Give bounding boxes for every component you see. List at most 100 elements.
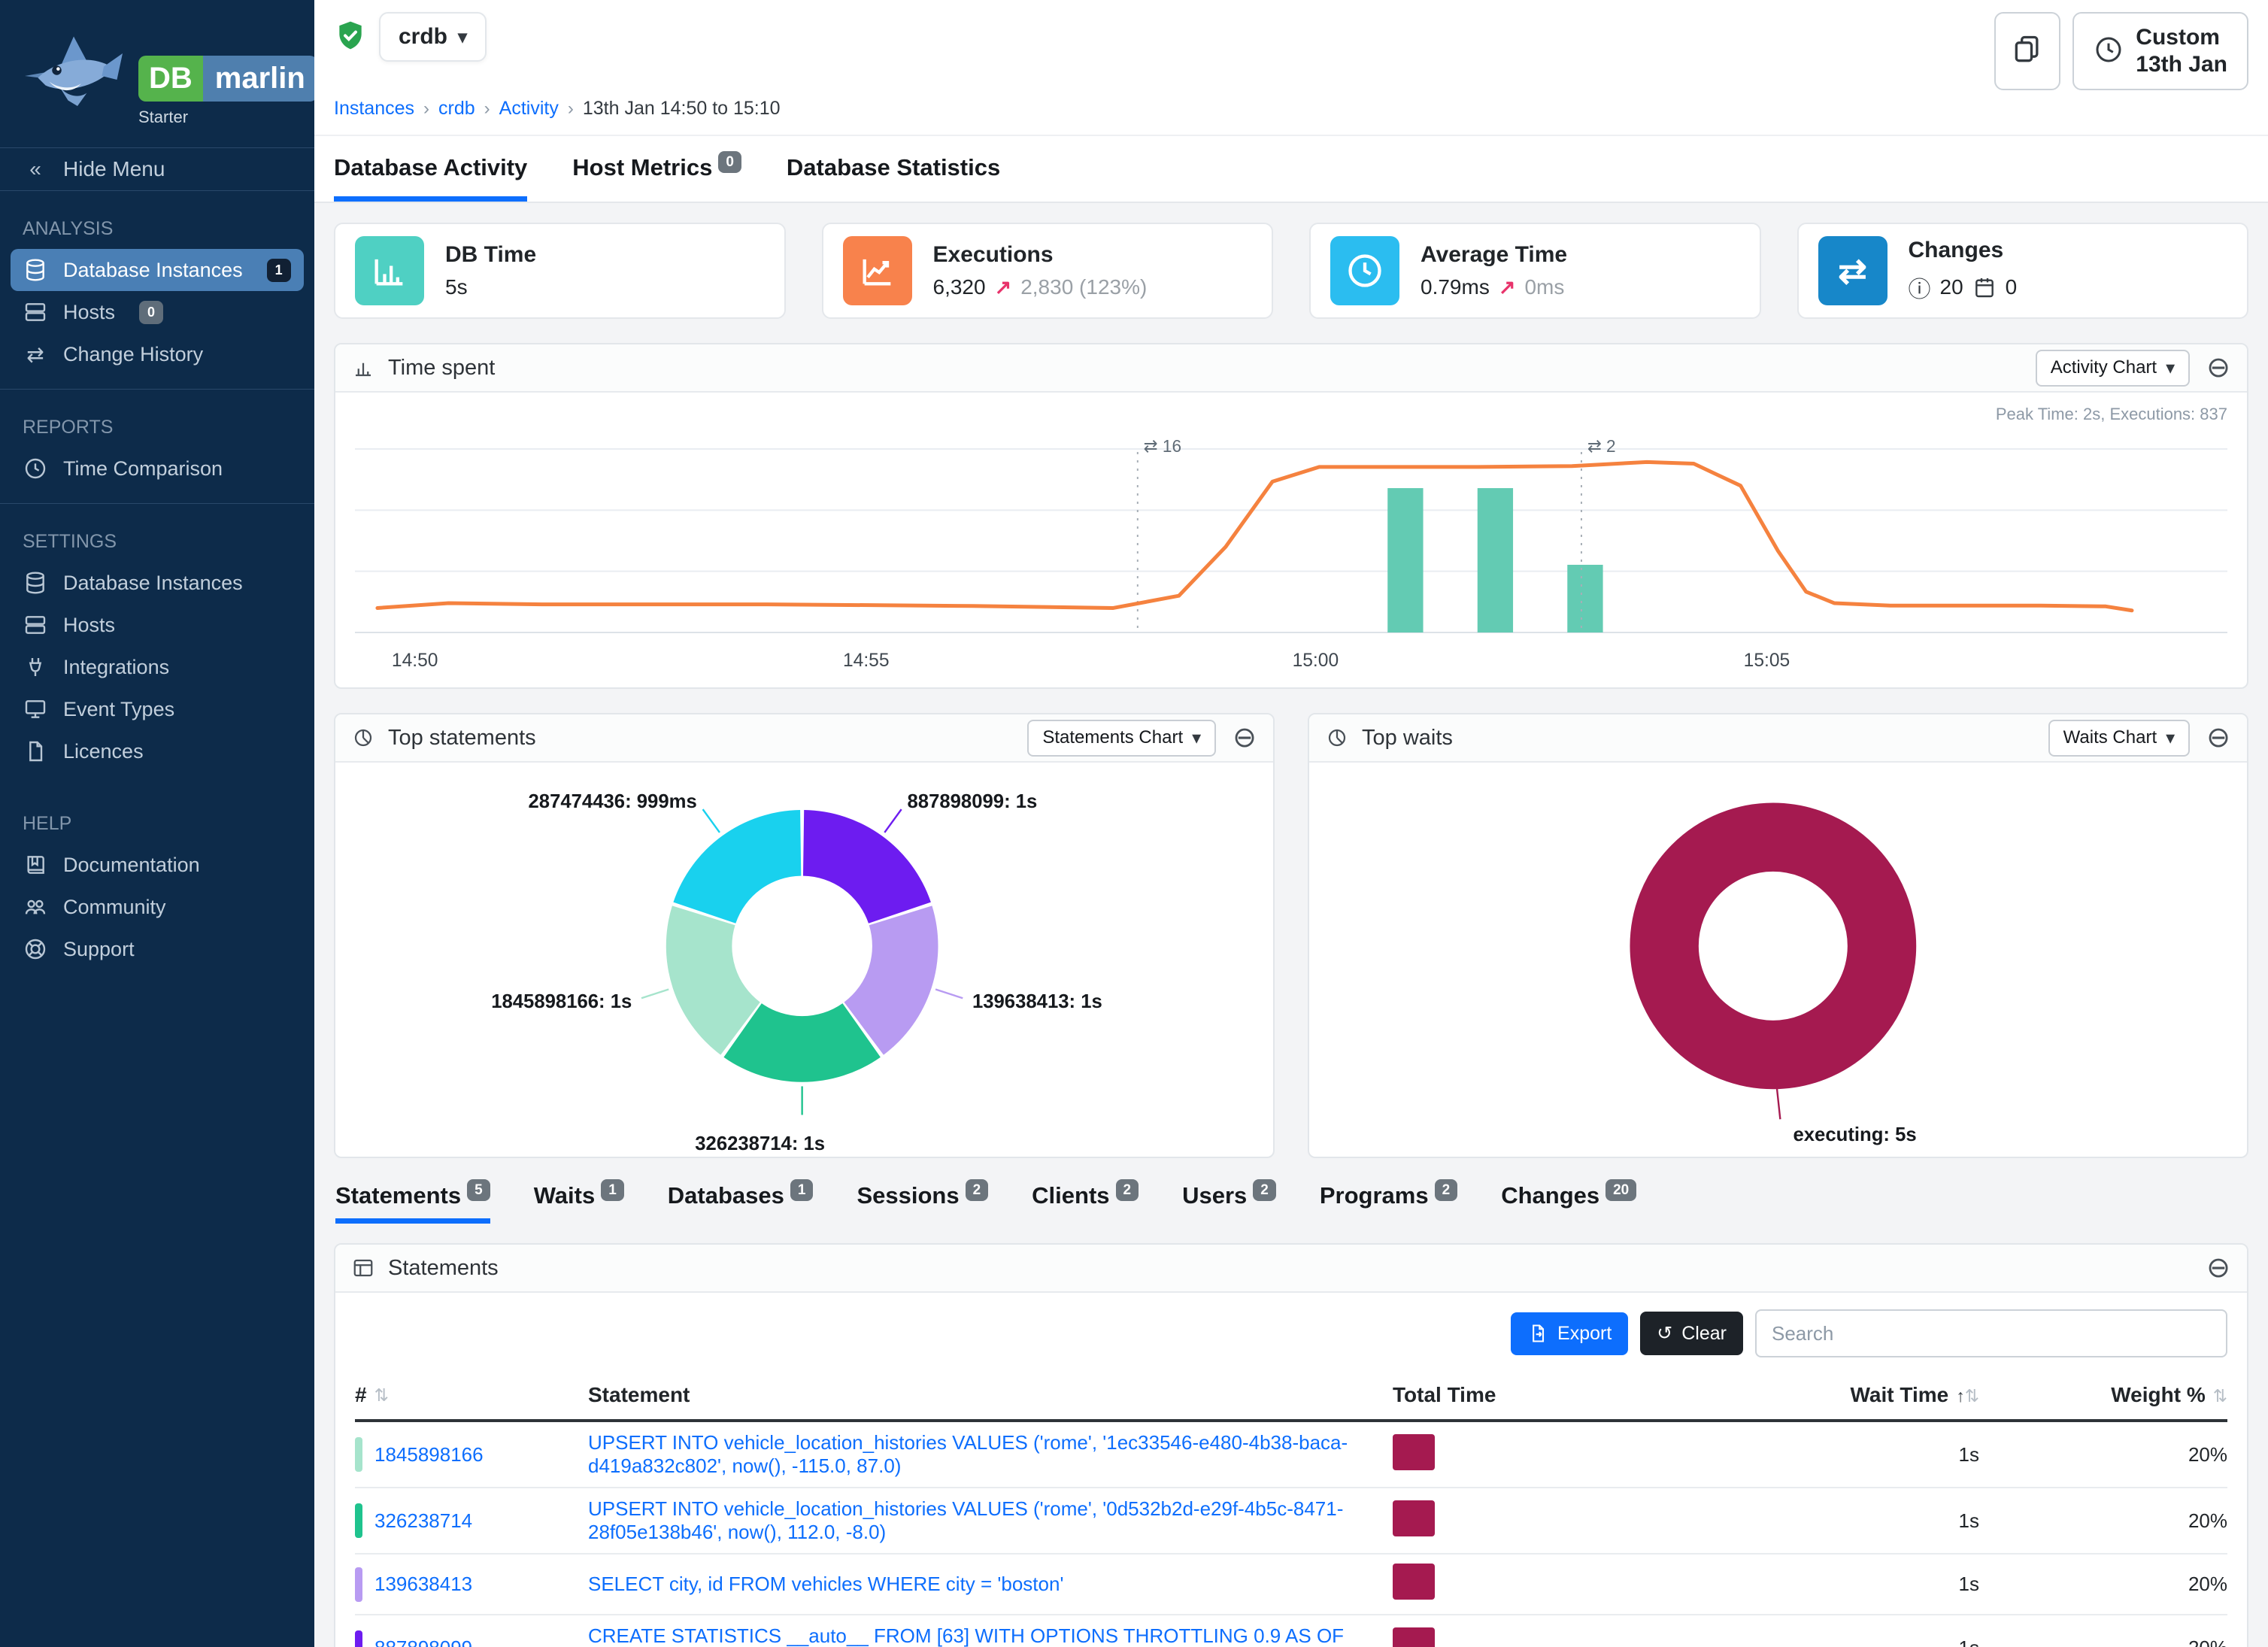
table-header-row: # ⇅ Statement Total Time Wait Time ↑⇅ Weig… [355,1368,2227,1422]
wait-time-value: 1s [1958,1573,1979,1595]
statement-id-link[interactable]: 1845898166 [374,1442,484,1466]
divider [0,503,314,504]
sidebar-item-change-history[interactable]: ⇄ Change History [0,333,314,375]
sort-icon: ⇅ [2212,1386,2227,1406]
total-time-bar [1393,1500,1435,1536]
chevron-right-icon: › [423,98,430,119]
sidebar-item-time-comparison[interactable]: Time Comparison [0,447,314,490]
top-waits-donut[interactable]: executing: 5s [1314,766,2242,1152]
total-time-bar [1393,1627,1435,1647]
sidebar-item-support[interactable]: Support [0,928,314,970]
sidebar-item-community[interactable]: Community [0,886,314,928]
line-chart-icon [842,236,912,305]
count-badge: 20 [1605,1179,1637,1201]
tab-host-metrics[interactable]: Host Metrics 0 [572,151,741,202]
exchange-icon: ⇄ [26,342,44,366]
statement-id-link[interactable]: 326238714 [374,1509,473,1532]
monitor-icon [23,697,48,721]
collapse-panel-icon[interactable]: ⊖ [1233,722,1257,754]
sort-icon[interactable]: ⇅ [374,1385,389,1405]
section-help: HELP [23,813,72,834]
tab-database-activity[interactable]: Database Activity [334,154,528,202]
life-ring-icon [23,937,48,961]
brand-badge: DB marlin [138,56,317,102]
statement-id-link[interactable]: 887898099 [374,1636,472,1647]
time-spent-chart[interactable]: ⇄ 16 ⇄ 2 14:50 14:55 15:00 15:05 [355,424,2227,680]
col-statement[interactable]: Statement [588,1383,690,1406]
sidebar-item-hosts[interactable]: Hosts 0 [0,291,314,333]
tab-clients[interactable]: Clients 2 [1032,1179,1139,1224]
breadcrumb: Instances › crdb › Activity › 13th Jan 1… [314,90,2268,135]
hide-menu-button[interactable]: « Hide Menu [0,148,314,190]
weight-value: 20% [2188,1509,2227,1532]
sidebar-item-database-instances[interactable]: Database Instances 1 [11,249,304,291]
collapse-panel-icon[interactable]: ⊖ [2206,722,2230,754]
count-badge: 1 [601,1179,624,1201]
sidebar-item-event-types[interactable]: Event Types [0,688,314,730]
table-row: 139638413 SELECT city, id FROM vehicles … [355,1554,2227,1615]
db-time-value: 5s [445,275,468,299]
top-statements-donut[interactable]: 887898099: 1s 139638413: 1s 326238714: 1s 1… [340,766,1269,1152]
copy-link-button[interactable] [1994,12,2061,90]
statement-link[interactable]: UPSERT INTO vehicle_location_histories V… [588,1497,1344,1543]
tab-database-statistics[interactable]: Database Statistics [786,154,1001,180]
breadcrumb-instances[interactable]: Instances [334,98,415,119]
detail-tab-bar: Statements 5 Waits 1 Databases 1 Sessions 2 … [334,1179,2248,1224]
search-input[interactable] [1755,1309,2227,1357]
waits-chart-dropdown[interactable]: Waits Chart ▾ [2048,719,2191,757]
tab-sessions[interactable]: Sessions 2 [857,1179,989,1224]
table-row: 887898099 CREATE STATISTICS __auto__ FRO… [355,1615,2227,1647]
col-wait-time[interactable]: Wait Time ↑⇅ [1850,1383,1979,1406]
tab-statements[interactable]: Statements 5 [335,1179,490,1224]
tab-waits[interactable]: Waits 1 [534,1179,624,1224]
executions-delta: 2,830 (123%) [1020,275,1148,299]
time-range-button[interactable]: Custom 13th Jan [2072,12,2248,90]
tab-users[interactable]: Users 2 [1182,1179,1276,1224]
table-icon [352,1257,374,1279]
chevron-down-icon: ▾ [1192,727,1202,748]
statements-table: # ⇅ Statement Total Time Wait Time ↑⇅ Weig… [335,1365,2247,1647]
hosts-icon [23,613,48,637]
export-button[interactable]: Export [1511,1312,1629,1355]
count-badge: 0 [718,151,741,173]
count-badge: 1 [266,258,291,282]
statement-link[interactable]: CREATE STATISTICS __auto__ FROM [63] WIT… [588,1624,1345,1647]
divider [0,147,314,148]
page-header: crdb ▾ Custom [314,0,2268,203]
statements-chart-dropdown[interactable]: Statements Chart ▾ [1027,719,1217,757]
panel-title: Top statements [388,725,536,750]
sidebar-item-settings-database-instances[interactable]: Database Instances [0,562,314,604]
tab-databases[interactable]: Databases 1 [668,1179,814,1224]
sidebar-item-integrations[interactable]: Integrations [0,646,314,688]
collapse-panel-icon[interactable]: ⊖ [2206,352,2230,384]
statement-id-link[interactable]: 139638413 [374,1573,473,1595]
sidebar-item-documentation[interactable]: Documentation [0,844,314,886]
tab-programs[interactable]: Programs 2 [1320,1179,1458,1224]
col-total-time[interactable]: Total Time [1393,1383,1496,1406]
statement-link[interactable]: SELECT city, id FROM vehicles WHERE city… [588,1573,1064,1595]
clear-button[interactable]: ↺ Clear [1640,1312,1743,1355]
brand-logo: DB marlin Starter [0,0,317,147]
sidebar-item-settings-hosts[interactable]: Hosts [0,604,314,646]
instance-selector[interactable]: crdb ▾ [379,12,487,62]
col-weight[interactable]: Weight % ⇅ [2111,1383,2227,1406]
tab-changes[interactable]: Changes 20 [1501,1179,1637,1224]
table-row: 1845898166 UPSERT INTO vehicle_location_… [355,1422,2227,1488]
breadcrumb-crdb[interactable]: crdb [438,98,475,119]
section-analysis: ANALYSIS [23,218,114,239]
charts-row: Top statements Statements Chart ▾ ⊖ 8878… [334,713,2248,1158]
statement-link[interactable]: UPSERT INTO vehicle_location_histories V… [588,1431,1348,1477]
sidebar-item-licences[interactable]: Licences [0,730,314,772]
table-toolbar: Export ↺ Clear [335,1293,2247,1365]
pie-chart-icon [1326,726,1348,749]
activity-chart-dropdown[interactable]: Activity Chart ▾ [2035,349,2191,387]
count-badge: 2 [1434,1179,1458,1201]
brand-marlin: marlin [202,56,317,102]
chevron-right-icon: › [484,98,490,119]
collapse-panel-icon[interactable]: ⊖ [2206,1252,2230,1284]
chevron-right-icon: › [567,98,574,119]
range-date: 13th Jan [2136,52,2227,77]
breadcrumb-activity[interactable]: Activity [499,98,559,119]
series-color-chip [355,1503,362,1538]
edition-label: Starter [138,108,189,126]
